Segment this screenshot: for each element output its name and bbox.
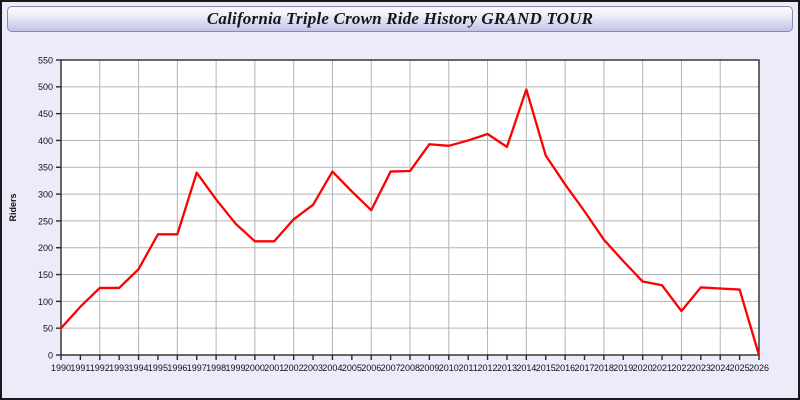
y-tick-label: 100 bbox=[38, 297, 53, 307]
x-tick-label: 2009 bbox=[419, 363, 439, 373]
x-tick-label: 2022 bbox=[671, 363, 691, 373]
x-tick-label: 2023 bbox=[691, 363, 711, 373]
x-tick-label: 1992 bbox=[90, 363, 110, 373]
y-tick-label: 0 bbox=[48, 350, 53, 360]
x-tick-label: 2006 bbox=[361, 363, 381, 373]
x-tick-label: 2005 bbox=[342, 363, 362, 373]
x-tick-label: 1990 bbox=[51, 363, 71, 373]
x-tick-label: 2013 bbox=[497, 363, 517, 373]
page-title: California Triple Crown Ride History GRA… bbox=[206, 9, 594, 28]
x-tick-label: 2026 bbox=[749, 363, 769, 373]
x-axis-ticks: 1990 1991 1992 1993 1994 1995 1996 1997 1998 1999… bbox=[51, 355, 769, 373]
x-tick-label: 1998 bbox=[206, 363, 226, 373]
riders-line bbox=[59, 88, 761, 357]
y-tick-label: 550 bbox=[38, 55, 53, 65]
x-tick-label: 2021 bbox=[652, 363, 672, 373]
y-tick-label: 50 bbox=[43, 324, 53, 334]
x-tick-label: 2015 bbox=[536, 363, 556, 373]
y-tick-label: 400 bbox=[38, 136, 53, 146]
y-tick-label: 450 bbox=[38, 109, 53, 119]
x-tick-label: 2018 bbox=[594, 363, 614, 373]
x-tick-label: 1991 bbox=[70, 363, 90, 373]
x-tick-label: 2002 bbox=[284, 363, 304, 373]
x-tick-label: 1993 bbox=[109, 363, 129, 373]
y-tick-label: 500 bbox=[38, 82, 53, 92]
x-tick-label: 2012 bbox=[478, 363, 498, 373]
x-tick-label: 2001 bbox=[264, 363, 284, 373]
x-tick-label: 2004 bbox=[322, 363, 342, 373]
x-tick-label: 2003 bbox=[303, 363, 323, 373]
x-tick-label: 2000 bbox=[245, 363, 265, 373]
data-series-riders bbox=[59, 88, 761, 357]
x-tick-label: 1999 bbox=[225, 363, 245, 373]
y-tick-label: 350 bbox=[38, 163, 53, 173]
y-tick-label: 250 bbox=[38, 216, 53, 226]
x-tick-label: 1995 bbox=[148, 363, 168, 373]
line-chart: 0 50 100 150 200 250 300 350 400 450 500 550 1990 19… bbox=[2, 35, 798, 398]
x-tick-label: 1994 bbox=[129, 363, 149, 373]
grid-lines bbox=[61, 59, 760, 355]
x-tick-label: 2014 bbox=[516, 363, 536, 373]
x-tick-label: 1996 bbox=[167, 363, 187, 373]
x-tick-label: 2017 bbox=[574, 363, 594, 373]
y-axis-ticks: 0 50 100 150 200 250 300 350 400 450 500 550 bbox=[38, 55, 61, 360]
x-tick-label: 2020 bbox=[633, 363, 653, 373]
y-tick-label: 150 bbox=[38, 270, 53, 280]
y-axis-title: Riders bbox=[8, 193, 18, 221]
x-tick-label: 2016 bbox=[555, 363, 575, 373]
x-tick-label: 1997 bbox=[187, 363, 207, 373]
y-tick-label: 300 bbox=[38, 189, 53, 199]
x-tick-label: 2024 bbox=[710, 363, 730, 373]
y-tick-label: 200 bbox=[38, 243, 53, 253]
x-tick-label: 2010 bbox=[439, 363, 459, 373]
x-tick-label: 2008 bbox=[400, 363, 420, 373]
x-tick-label: 2007 bbox=[381, 363, 401, 373]
x-tick-label: 2019 bbox=[613, 363, 633, 373]
x-tick-label: 2025 bbox=[730, 363, 750, 373]
title-bar: California Triple Crown Ride History GRA… bbox=[7, 6, 793, 32]
y-axis-label: Riders bbox=[8, 193, 18, 221]
x-tick-label: 2011 bbox=[458, 363, 477, 373]
